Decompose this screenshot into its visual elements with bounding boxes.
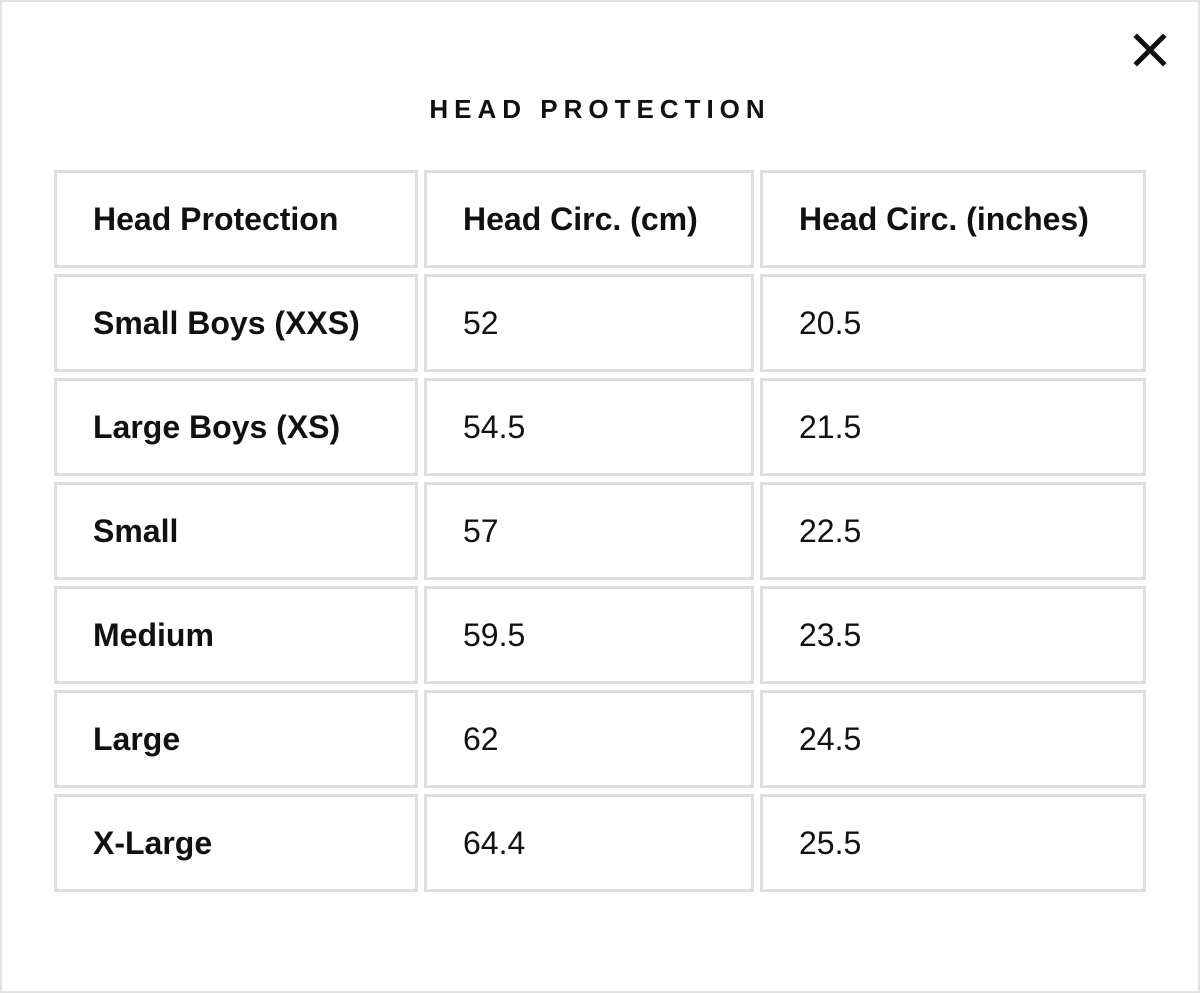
table-row: Small 57 22.5 <box>54 482 1146 580</box>
size-name-cell: Large <box>54 690 418 788</box>
table-header-row: Head Protection Head Circ. (cm) Head Cir… <box>54 170 1146 268</box>
inches-cell: 24.5 <box>760 690 1146 788</box>
inches-cell: 23.5 <box>760 586 1146 684</box>
cm-cell: 64.4 <box>424 794 754 892</box>
column-header-size: Head Protection <box>54 170 418 268</box>
size-name-cell: Large Boys (XS) <box>54 378 418 476</box>
inches-cell: 22.5 <box>760 482 1146 580</box>
cm-cell: 59.5 <box>424 586 754 684</box>
modal-title: HEAD PROTECTION <box>429 94 771 124</box>
table-row: Large Boys (XS) 54.5 21.5 <box>54 378 1146 476</box>
cm-cell: 54.5 <box>424 378 754 476</box>
inches-cell: 25.5 <box>760 794 1146 892</box>
inches-cell: 21.5 <box>760 378 1146 476</box>
table-row: X-Large 64.4 25.5 <box>54 794 1146 892</box>
table-row: Medium 59.5 23.5 <box>54 586 1146 684</box>
size-name-cell: X-Large <box>54 794 418 892</box>
close-button[interactable] <box>1130 30 1170 70</box>
size-name-cell: Small <box>54 482 418 580</box>
close-icon <box>1133 33 1167 67</box>
size-chart-table: Head Protection Head Circ. (cm) Head Cir… <box>48 164 1152 898</box>
table-row: Small Boys (XXS) 52 20.5 <box>54 274 1146 372</box>
size-name-cell: Small Boys (XXS) <box>54 274 418 372</box>
size-name-cell: Medium <box>54 586 418 684</box>
cm-cell: 62 <box>424 690 754 788</box>
table-row: Large 62 24.5 <box>54 690 1146 788</box>
cm-cell: 57 <box>424 482 754 580</box>
inches-cell: 20.5 <box>760 274 1146 372</box>
column-header-cm: Head Circ. (cm) <box>424 170 754 268</box>
column-header-inches: Head Circ. (inches) <box>760 170 1146 268</box>
cm-cell: 52 <box>424 274 754 372</box>
